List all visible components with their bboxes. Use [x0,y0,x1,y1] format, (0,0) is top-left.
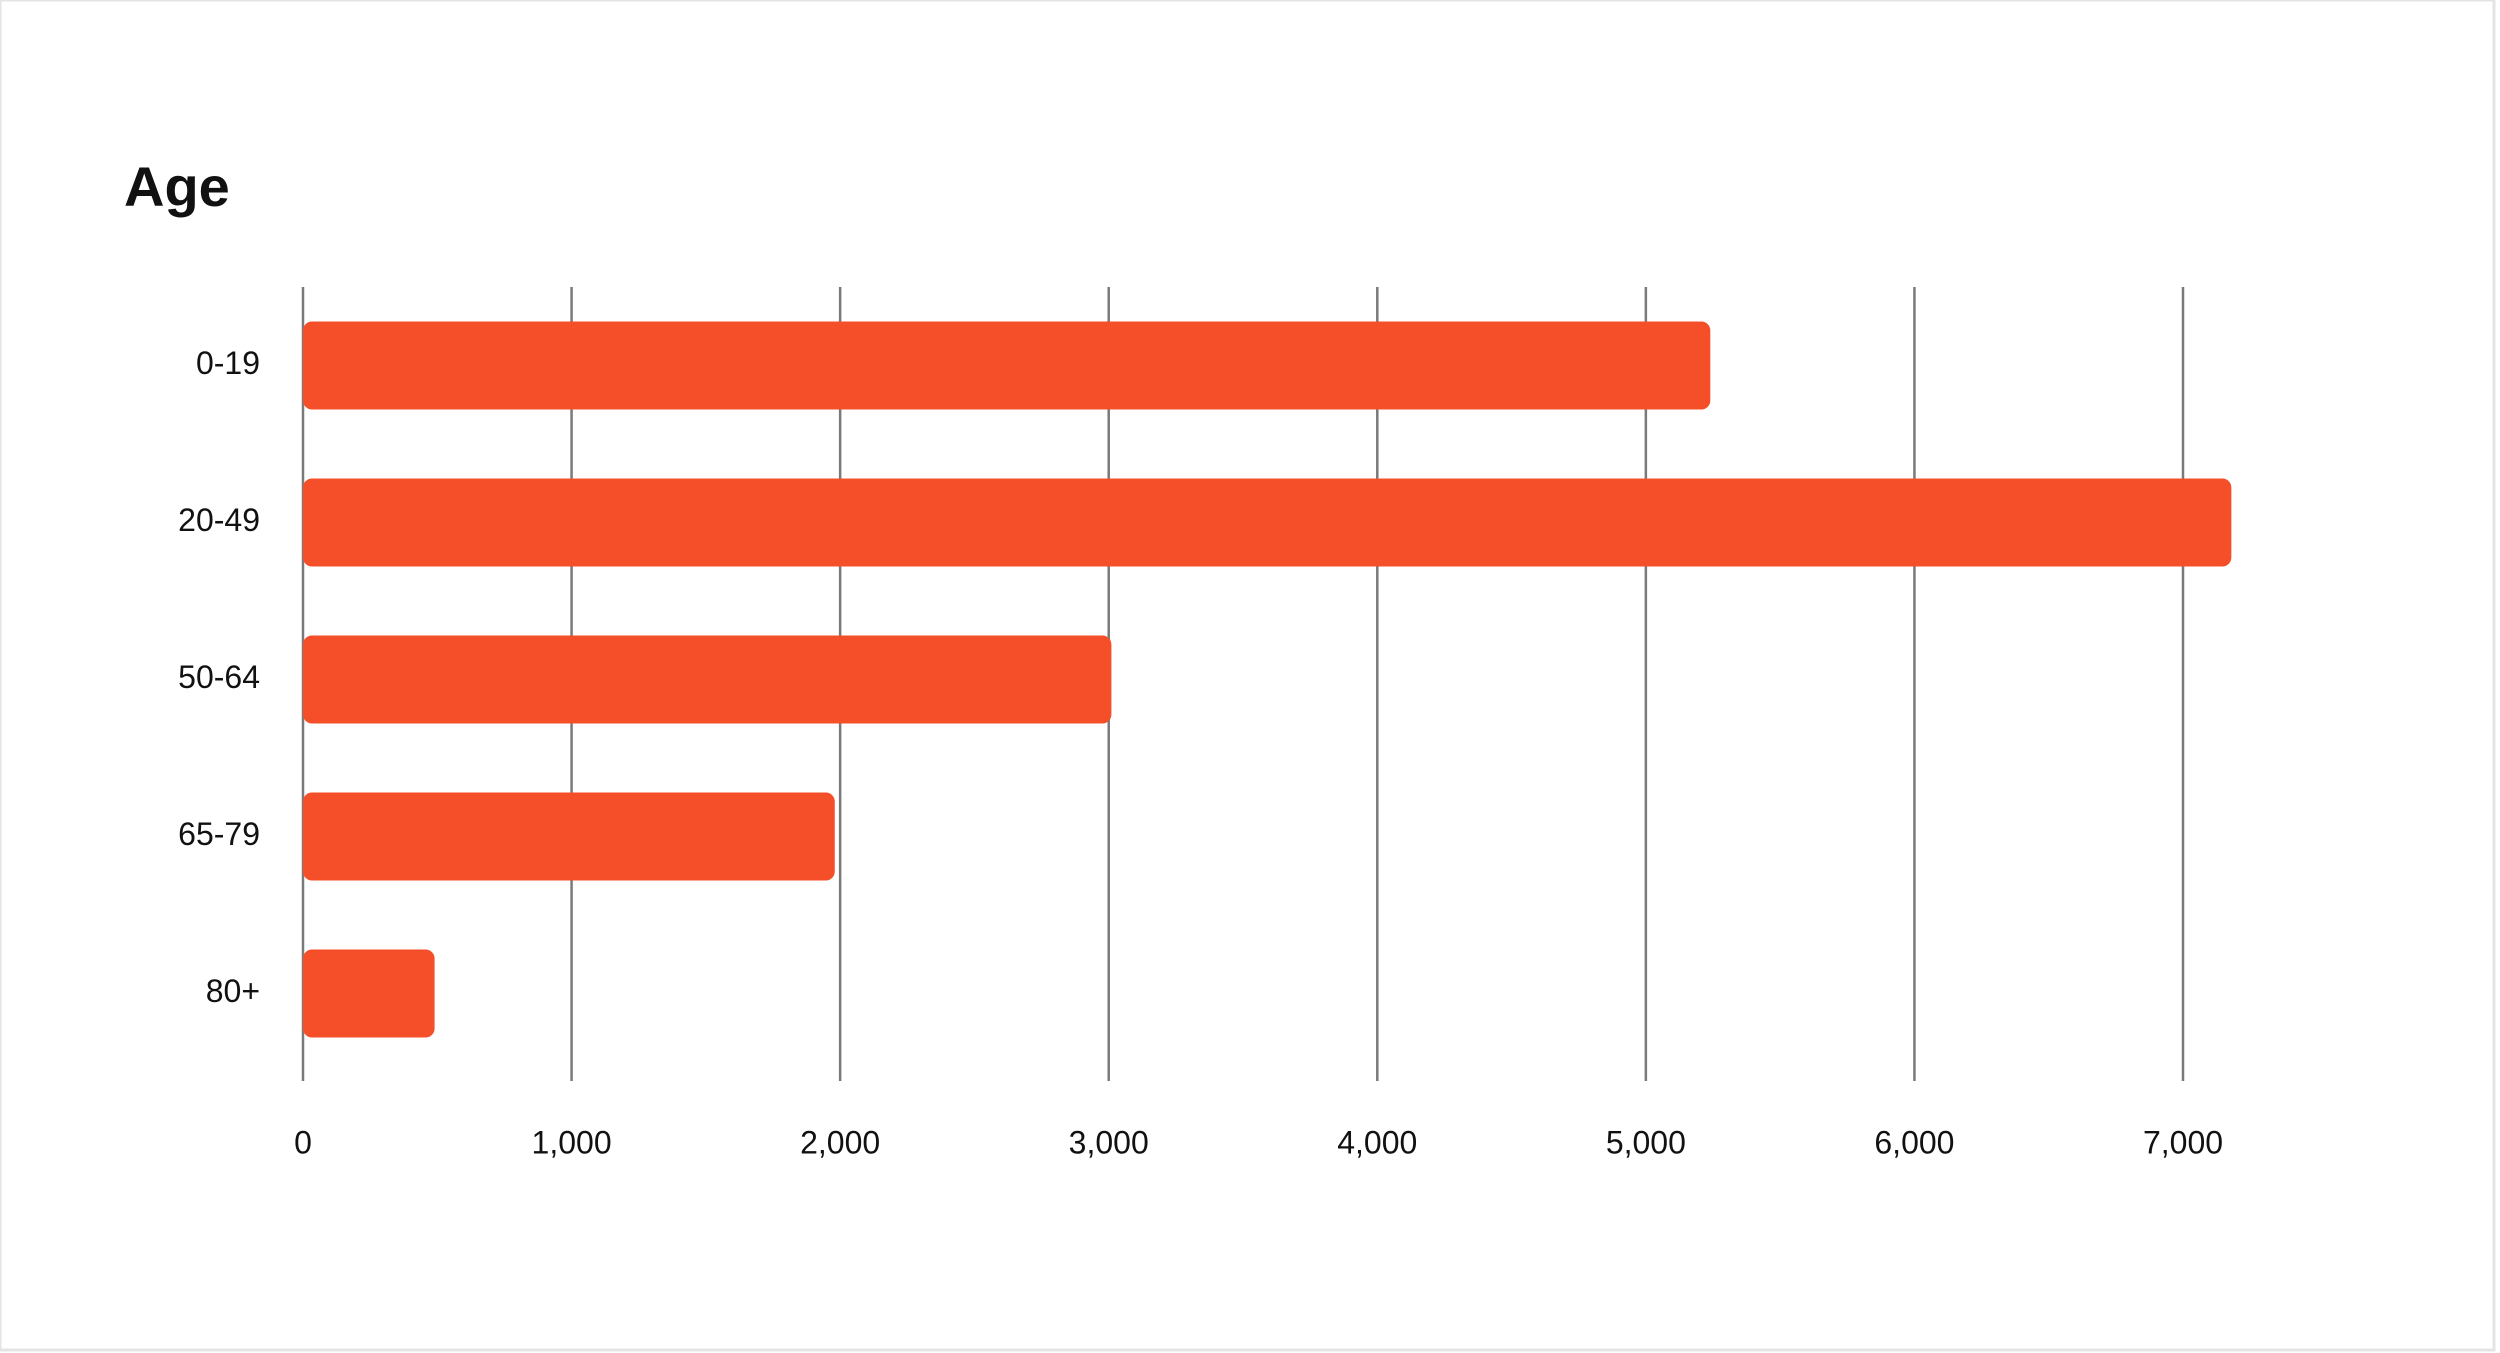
x-tick-label: 1,000 [532,1124,612,1160]
bar [303,321,1711,410]
y-tick-label: 65-79 [178,816,260,852]
bar [303,792,835,881]
bar [303,478,2232,567]
x-tick-label: 6,000 [1874,1124,1954,1160]
x-tick-label: 2,000 [800,1124,880,1160]
x-tick-label: 3,000 [1069,1124,1149,1160]
x-tick-label: 5,000 [1606,1124,1686,1160]
y-tick-label: 80+ [206,973,260,1009]
y-tick-label: 20-49 [178,502,260,538]
chart-title: Age [124,155,230,218]
bar [303,949,435,1038]
y-tick-label: 0-19 [196,345,260,381]
bar [303,635,1112,724]
x-tick-label: 4,000 [1337,1124,1417,1160]
y-tick-label: 50-64 [178,659,260,695]
x-tick-label: 7,000 [2143,1124,2223,1160]
x-tick-label: 0 [294,1124,312,1160]
